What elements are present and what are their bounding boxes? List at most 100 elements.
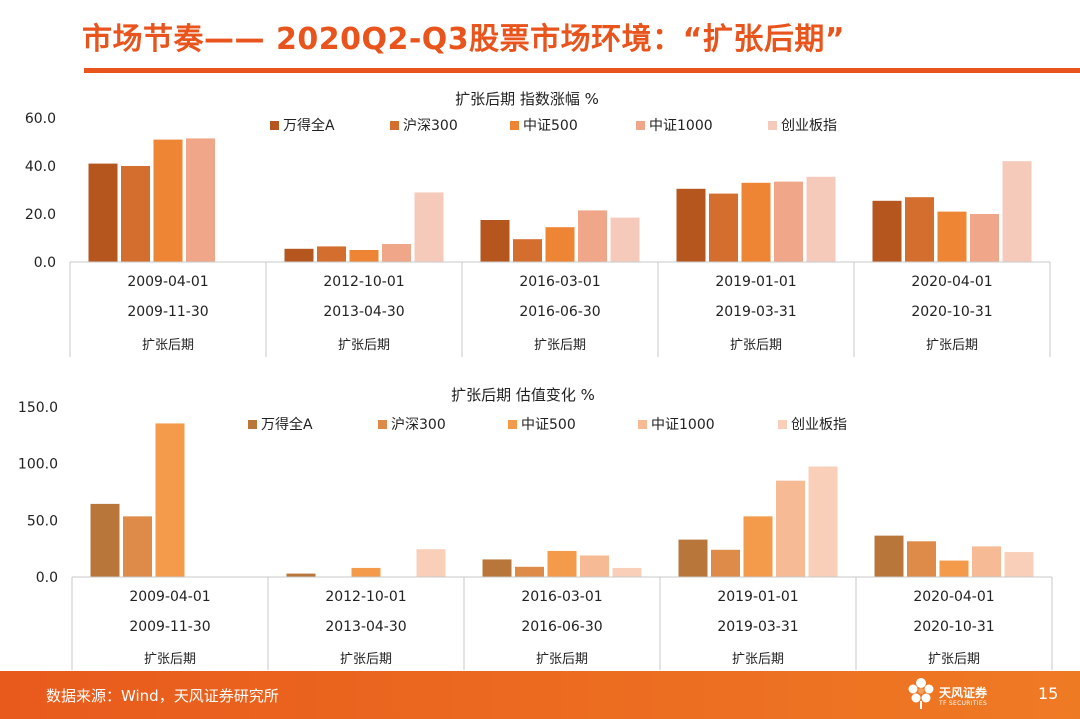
bar (874, 535, 904, 577)
category-label: 2016-06-30 (519, 304, 600, 320)
bar (121, 166, 150, 262)
bar (612, 567, 642, 577)
legend-label: 中证500 (521, 417, 576, 433)
page-title: 市场节奏—— 2020Q2-Q3股票市场环境：“扩张后期” (82, 22, 846, 57)
bar (808, 466, 838, 577)
bar (317, 246, 346, 262)
bar (678, 539, 708, 577)
bar (186, 138, 215, 262)
category-label: 2019-03-31 (717, 619, 798, 635)
bar (349, 250, 379, 262)
chart-index-gain: 扩张后期 指数涨幅 % 0.0 20.0 40.0 60.0 万得全A 沪深300 中证500… (0, 82, 1080, 362)
tf-securities-logo: 天风证券 TF SECURITIES (905, 675, 1025, 715)
legend-swatch (390, 121, 399, 130)
bar (743, 516, 773, 577)
category-label: 扩张后期 (536, 652, 588, 667)
legend-label: 创业板指 (791, 417, 847, 433)
y-tick-label: 50.0 (27, 513, 58, 529)
bar (1004, 552, 1034, 577)
bar (513, 239, 542, 262)
legend-label: 创业板指 (781, 118, 837, 134)
category-label: 2020-04-01 (911, 274, 992, 290)
bar (709, 193, 738, 262)
bar (515, 566, 544, 577)
y-tick-label: 150.0 (18, 400, 58, 416)
y-tick-label: 0.0 (34, 255, 56, 271)
category-label: 扩张后期 (534, 338, 586, 353)
y-tick-label: 0.0 (36, 570, 58, 586)
category-label: 扩张后期 (142, 338, 194, 353)
bar (905, 197, 934, 262)
legend-swatch (768, 121, 777, 130)
bar (937, 211, 967, 262)
bar (382, 244, 411, 262)
bar (90, 503, 120, 577)
bar (547, 550, 577, 577)
bar (123, 516, 152, 577)
category-label: 扩张后期 (340, 652, 392, 667)
category-label: 2009-04-01 (129, 589, 210, 605)
bar (416, 549, 446, 577)
data-source-note: 数据来源：Wind，天风证券研究所 (46, 687, 279, 705)
category-label: 2009-11-30 (129, 619, 210, 635)
bar (872, 200, 902, 262)
y-tick-label: 100.0 (18, 457, 58, 473)
category-label: 2019-01-01 (717, 589, 798, 605)
bar (970, 214, 999, 262)
bar (284, 248, 314, 262)
legend-swatch (248, 420, 257, 429)
category-label: 2016-03-01 (519, 274, 600, 290)
y-tick-label: 20.0 (25, 207, 56, 223)
bar (610, 217, 640, 262)
category-label: 2020-10-31 (913, 619, 994, 635)
legend-swatch (510, 121, 519, 130)
footer-bar: 数据来源：Wind，天风证券研究所 天风证券 TF SECURITIES 15 (0, 671, 1080, 719)
legend-label: 中证1000 (651, 417, 715, 433)
bar (741, 182, 771, 262)
bar (676, 188, 706, 262)
bar (776, 480, 805, 577)
category-label: 2013-04-30 (323, 304, 404, 320)
category-label: 2019-01-01 (715, 274, 796, 290)
category-label: 2009-11-30 (127, 304, 208, 320)
bar (939, 560, 969, 577)
legend-swatch (270, 121, 279, 130)
flower-logo-icon (908, 678, 934, 709)
category-label: 扩张后期 (338, 338, 390, 353)
chart-index-gain-svg: 扩张后期 指数涨幅 % 0.0 20.0 40.0 60.0 万得全A 沪深300 中证500… (25, 90, 1051, 357)
bar (578, 210, 607, 262)
page-number: 15 (1038, 684, 1059, 703)
category-label: 2020-04-01 (913, 589, 994, 605)
logo-subtext: TF SECURITIES (939, 700, 988, 707)
bar (480, 220, 510, 262)
category-label: 2016-03-01 (521, 589, 602, 605)
y-tick-label: 60.0 (25, 111, 56, 127)
bar (155, 423, 185, 577)
legend-swatch (638, 420, 647, 429)
legend-swatch (778, 420, 787, 429)
chart-valuation-change: 扩张后期 估值变化 % 0.0 50.0 100.0 150.0 万得全A 沪深300 中证5… (0, 378, 1080, 670)
chart-title: 扩张后期 估值变化 % (451, 386, 595, 404)
category-label: 扩张后期 (732, 652, 784, 667)
bar (414, 192, 444, 262)
bar (545, 227, 575, 262)
category-label: 2012-10-01 (323, 274, 404, 290)
bar (711, 549, 740, 577)
category-label: 扩张后期 (730, 338, 782, 353)
bar (774, 181, 803, 262)
y-tick-label: 40.0 (25, 159, 56, 175)
category-label: 扩张后期 (144, 652, 196, 667)
category-label: 2019-03-31 (715, 304, 796, 320)
category-label: 2020-10-31 (911, 304, 992, 320)
bar (482, 559, 512, 577)
bar (286, 573, 316, 577)
bar (972, 546, 1001, 577)
chart-title: 扩张后期 指数涨幅 % (455, 90, 599, 108)
category-label: 2013-04-30 (325, 619, 406, 635)
category-label: 扩张后期 (928, 652, 980, 667)
legend-swatch (636, 121, 645, 130)
legend-swatch (508, 420, 517, 429)
legend-swatch (378, 420, 387, 429)
bar (907, 541, 936, 577)
logo-text: 天风证券 (939, 686, 988, 700)
